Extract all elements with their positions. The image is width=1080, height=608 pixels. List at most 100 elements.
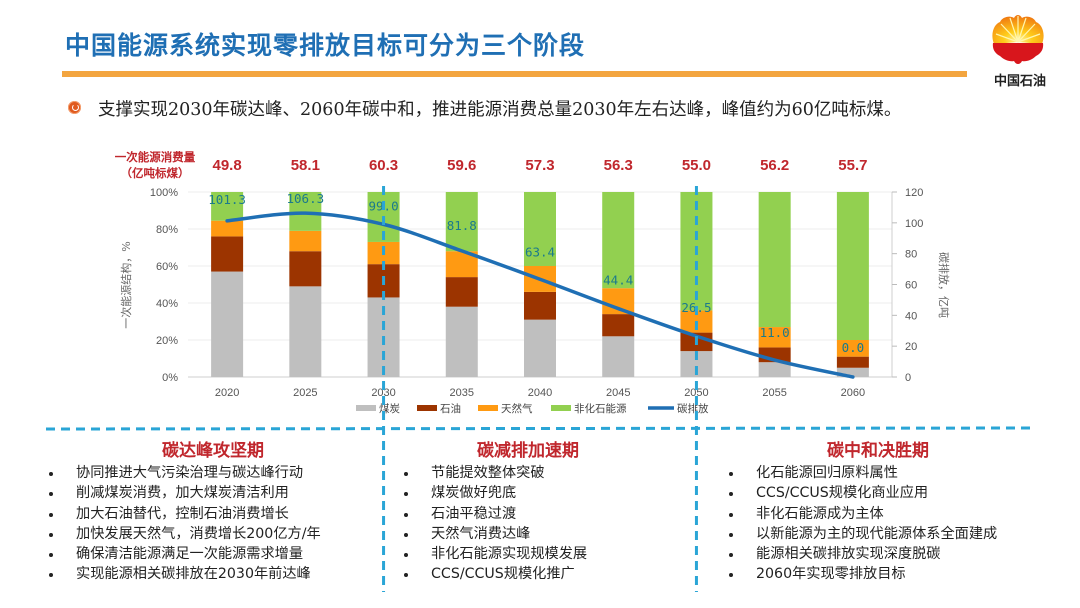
bar-non_fossil xyxy=(758,192,791,328)
bar-oil xyxy=(524,291,556,320)
carbon-data-label: 101.3 xyxy=(208,192,246,207)
consumption-value: 56.2 xyxy=(760,157,789,174)
phase-item-text: 实现能源相关碳排放在2030年前达峰 xyxy=(76,566,311,583)
carbon-data-label: 0.0 xyxy=(842,340,865,355)
phase-list-item: 实现能源相关碳排放在2030年前达峰 xyxy=(48,564,378,584)
consumption-value: 59.6 xyxy=(447,157,476,174)
phase-list-item: 以新能源为主的现代能源体系全面建成 xyxy=(728,524,1058,544)
bar-non_fossil xyxy=(445,192,478,252)
phase-list-item: 节能提效整体突破 xyxy=(403,463,693,483)
bullet-dot-icon xyxy=(728,544,736,564)
phase-list-item: 削减煤炭消费，加大煤炭清洁利用 xyxy=(48,483,378,503)
bar-coal xyxy=(211,271,244,377)
carbon-data-label: 63.4 xyxy=(525,244,555,259)
phase-list-item: 能源相关碳排放实现深度脱碳 xyxy=(728,544,1058,564)
x-tick-label: 2035 xyxy=(450,387,474,399)
bullet-dot-icon xyxy=(728,504,736,524)
carbon-data-label: 11.0 xyxy=(760,325,790,340)
phase-list-item: 协同推进大气污染治理与碳达峰行动 xyxy=(48,463,378,483)
bar-non_fossil xyxy=(602,192,635,289)
bar-coal xyxy=(289,286,322,377)
x-tick-label: 2030 xyxy=(371,387,395,399)
phase-item-text: 以新能源为主的现代能源体系全面建成 xyxy=(756,525,998,542)
phase-item-text: 非化石能源成为主体 xyxy=(756,505,884,522)
phase-list-item: 加大石油替代，控制石油消费增长 xyxy=(48,504,378,524)
y2-tick-label: 120 xyxy=(905,187,923,199)
phase-divider-horizontal xyxy=(45,426,1033,431)
x-tick-label: 2020 xyxy=(215,387,239,399)
bar-non_fossil xyxy=(211,192,244,221)
bullet-dot-icon xyxy=(728,564,736,584)
phase-item-text: 协同推进大气污染治理与碳达峰行动 xyxy=(76,465,304,481)
bullet-dot-icon xyxy=(403,463,411,483)
phase-item-text: 非化石能源实现规模发展 xyxy=(431,546,588,563)
bar-coal xyxy=(445,306,478,377)
phase-list-item: 确保清洁能源满足一次能源需求增量 xyxy=(48,544,378,564)
bar-gas xyxy=(211,220,244,237)
phase-neutrality: 碳中和决胜期 化石能源回归原料属性 CCS/CCUS规模化商业应用 非化石能源成为主… xyxy=(728,436,1058,585)
bullet-dot-icon xyxy=(48,504,56,524)
consumption-value: 56.3 xyxy=(604,157,633,174)
bar-oil xyxy=(602,314,635,337)
phase-item-text: 煤炭做好兜底 xyxy=(431,485,517,502)
y-tick-label: 60% xyxy=(156,261,178,273)
bullet-dot-icon xyxy=(48,483,56,503)
bar-non_fossil xyxy=(836,192,869,340)
phase-list: 协同推进大气污染治理与碳达峰行动 削减煤炭消费，加大煤炭清洁利用加大石油替代，控制… xyxy=(48,463,378,585)
legend-swatch-gas xyxy=(478,405,498,411)
y-tick-label: 0% xyxy=(162,372,178,384)
right-axis-title: 碳排放，亿吨 xyxy=(937,252,951,318)
phase-item-text: 能源相关碳排放实现深度脱碳 xyxy=(756,546,941,563)
consumption-value: 55.7 xyxy=(838,157,867,174)
title-underline xyxy=(62,71,967,77)
page-title: 中国能源系统实现零排放目标可分为三个阶段 xyxy=(65,31,586,60)
consumption-value: 58.1 xyxy=(291,157,320,174)
bullet-dot-icon xyxy=(403,483,411,503)
bullet-dot-icon xyxy=(728,463,736,483)
phase-item-text: 2060年实现零排放目标 xyxy=(756,566,906,583)
y-tick-label: 40% xyxy=(156,298,178,310)
bar-gas xyxy=(836,340,869,357)
legend-swatch-non_fossil xyxy=(551,405,571,411)
x-tick-label: 2040 xyxy=(528,387,552,399)
bullet-icon xyxy=(68,101,81,114)
phase-title: 碳减排加速期 xyxy=(477,441,579,461)
consumption-value: 49.8 xyxy=(213,157,242,174)
x-tick-label: 2055 xyxy=(762,387,786,399)
y2-tick-label: 20 xyxy=(905,341,917,353)
bar-non_fossil xyxy=(524,192,556,266)
phase-item-text: 确保清洁能源满足一次能源需求增量 xyxy=(76,546,304,563)
carbon-data-label: 44.4 xyxy=(603,273,633,288)
phase-item-text: 石油平稳过渡 xyxy=(431,505,517,522)
phase-peak: 碳达峰攻坚期 协同推进大气污染治理与碳达峰行动 削减煤炭消费，加大煤炭清洁利用加大… xyxy=(48,436,378,585)
bullet-dot-icon xyxy=(728,524,736,544)
bullet-dot-icon xyxy=(403,564,411,584)
phase-list-item: CCS/CCUS规模化商业应用 xyxy=(728,483,1058,503)
phase-list-item: 石油平稳过渡 xyxy=(403,504,693,524)
phase-list-item: 非化石能源实现规模发展 xyxy=(403,544,693,564)
x-tick-label: 2050 xyxy=(684,387,708,399)
phase-title: 碳达峰攻坚期 xyxy=(162,441,264,461)
consumption-value: 55.0 xyxy=(682,157,711,174)
phase-list: 节能提效整体突破 煤炭做好兜底 石油平稳过渡 天然气消费达峰 非化石能源实现规模发展 CC… xyxy=(403,463,693,585)
phase-item-text: 加快发展天然气，消费增长200亿方/年 xyxy=(76,525,321,542)
bar-oil xyxy=(445,277,478,307)
bullet-dot-icon xyxy=(403,544,411,564)
y-tick-label: 20% xyxy=(156,335,178,347)
bullet-dot-icon xyxy=(403,524,411,544)
phase-item-text: CCS/CCUS规模化推广 xyxy=(431,566,575,583)
legend-swatch-coal xyxy=(356,405,376,411)
bar-coal xyxy=(602,336,635,377)
y2-tick-label: 40 xyxy=(905,310,917,322)
bar-coal xyxy=(836,367,869,377)
legend-swatch-oil xyxy=(417,405,437,411)
bullet-dot-icon xyxy=(48,564,56,584)
legend-label: 天然气 xyxy=(501,402,533,415)
phase-acceleration: 碳减排加速期 节能提效整体突破 煤炭做好兜底 石油平稳过渡 天然气消费达峰 非化石能源实… xyxy=(403,436,693,585)
y-tick-label: 100% xyxy=(150,187,178,199)
subtitle: 支撑实现2030年碳达峰、2060年碳中和，推进能源消费总量2030年左右达峰，… xyxy=(98,100,902,120)
phase-list-item: 煤炭做好兜底 xyxy=(403,483,693,503)
phase-item-text: 削减煤炭消费，加大煤炭清洁利用 xyxy=(76,485,289,502)
bullet-dot-icon xyxy=(48,463,56,483)
